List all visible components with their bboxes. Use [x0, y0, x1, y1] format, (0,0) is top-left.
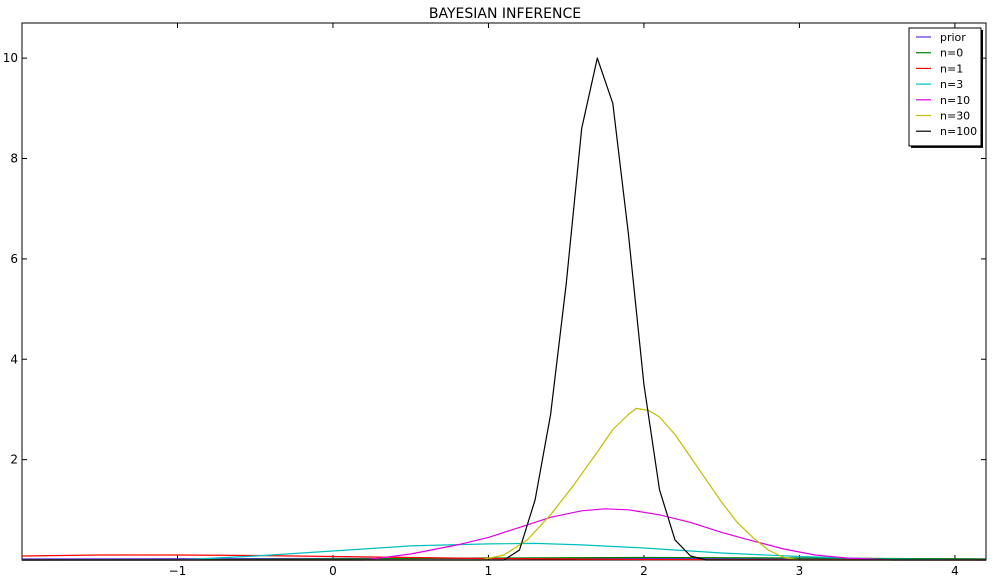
- legend-label: n=3: [940, 78, 963, 91]
- x-tick-label: 2: [640, 564, 648, 578]
- y-axis: 2 4 6 8 10: [3, 51, 986, 467]
- plot-area: [21, 22, 987, 561]
- x-tick-label: 1: [485, 564, 493, 578]
- chart-title: BAYESIAN INFERENCE: [429, 6, 581, 22]
- legend-label: n=30: [940, 110, 970, 123]
- y-tick-label: 4: [10, 352, 18, 366]
- legend-box: [908, 27, 982, 147]
- legend-label: n=1: [940, 62, 963, 75]
- series-line-n-30: [22, 407, 986, 561]
- x-axis: −1 0 1 2 3 4: [169, 23, 959, 578]
- x-tick-label: 4: [951, 564, 959, 578]
- legend-label: n=0: [940, 47, 963, 60]
- legend: prior n=0 n=1 n=3 n=10 n=30 n=100: [908, 27, 983, 148]
- y-tick-label: 6: [10, 252, 18, 266]
- series-line-n-3: [22, 542, 987, 561]
- x-tick-label: 0: [329, 564, 337, 578]
- y-tick-label: 10: [3, 51, 18, 65]
- x-tick-label: −1: [169, 564, 187, 578]
- y-tick-label: 8: [10, 152, 18, 166]
- series-layer: [21, 57, 987, 561]
- legend-label: n=10: [940, 94, 970, 107]
- legend-label: n=100: [940, 125, 977, 138]
- y-tick-label: 2: [10, 453, 18, 467]
- series-line-n-100: [22, 57, 986, 561]
- series-line-n-10: [22, 508, 986, 561]
- x-tick-label: 3: [796, 564, 804, 578]
- legend-label: prior: [940, 31, 966, 44]
